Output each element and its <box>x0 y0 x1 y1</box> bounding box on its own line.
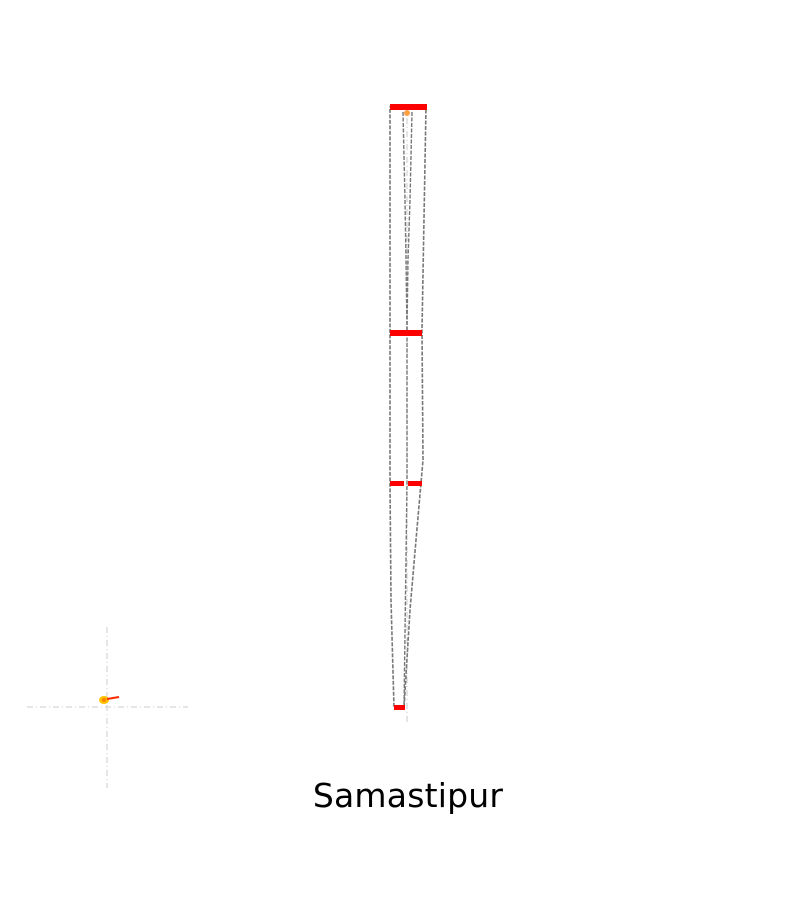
locator-center-dot <box>101 697 107 703</box>
level-marker-upper <box>390 330 422 336</box>
level-marker-bottom <box>394 705 405 710</box>
level-marker-middle-right <box>408 481 422 486</box>
top-marker-dot <box>404 110 410 116</box>
location-caption: Samastipur <box>312 776 504 815</box>
locator-inset <box>27 627 188 788</box>
outline-inner-right <box>406 111 413 331</box>
outline-inner-left <box>402 111 408 709</box>
level-marker-middle-left <box>390 481 404 486</box>
locator-pointer <box>106 696 120 700</box>
outline-outer-contour <box>389 106 427 709</box>
level-marker-top <box>390 104 427 110</box>
